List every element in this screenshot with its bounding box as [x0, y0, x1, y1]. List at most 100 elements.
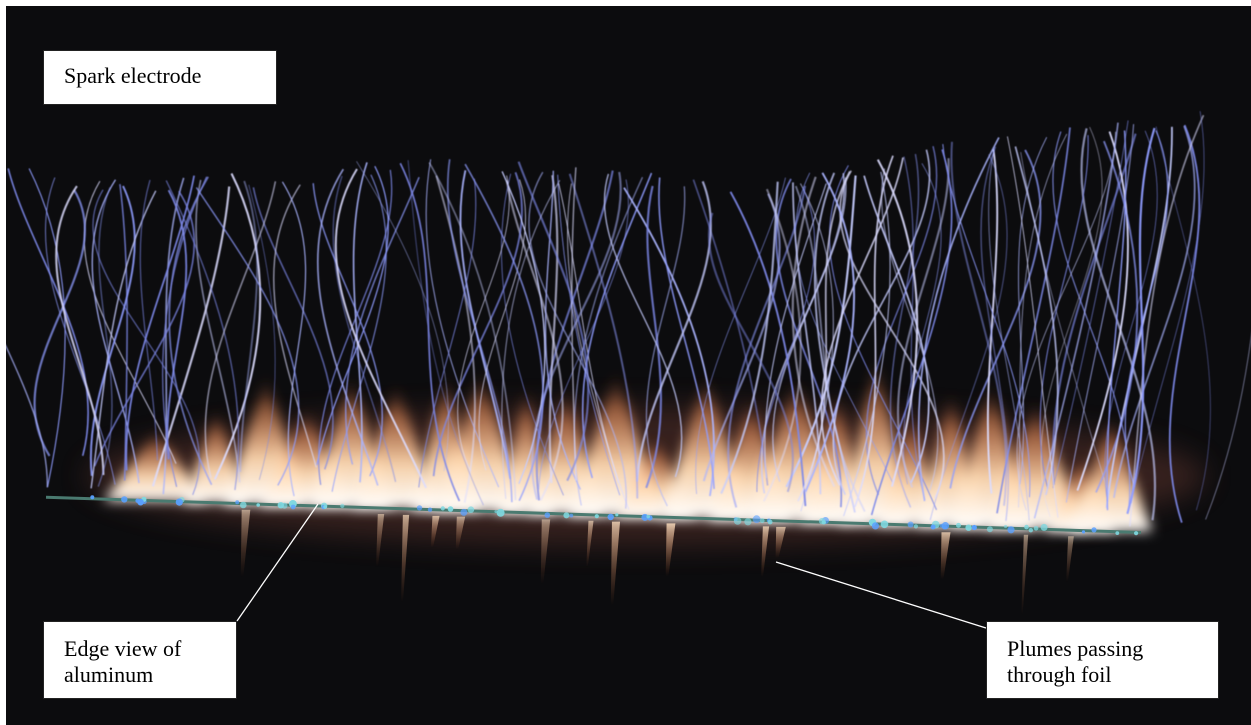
spark-streak [195, 179, 241, 483]
plume-below-foil [1021, 534, 1029, 616]
foil-spot [752, 515, 761, 524]
spark-streak [435, 175, 476, 503]
plume-below-foil [430, 515, 440, 548]
plume-below-foil [240, 509, 251, 578]
spark-streak [889, 153, 920, 508]
spark-streak [90, 190, 157, 489]
foil-spot [175, 498, 183, 506]
spark-streak [980, 146, 1010, 522]
foil-spot [986, 526, 993, 533]
spark-streak [44, 177, 116, 485]
spark-streak [720, 181, 779, 494]
foil-spot [290, 504, 296, 510]
spark-streak [91, 179, 140, 484]
spark-streak [603, 173, 683, 478]
plumes-text-line2: through foil [1007, 662, 1112, 687]
spark-streak [785, 175, 857, 488]
plume-below-foil [401, 514, 410, 603]
spark-streak [501, 179, 561, 499]
spark-streak [1065, 124, 1135, 503]
foil-spot [563, 512, 570, 519]
foil-spot [880, 520, 889, 529]
spark-streak [1130, 111, 1205, 504]
spark-streak [645, 185, 662, 489]
spark-streak [528, 171, 627, 509]
spark-streak [92, 189, 201, 496]
spark-streak [478, 179, 526, 471]
spark-streak [1052, 120, 1129, 489]
foil-spot [1007, 526, 1015, 534]
spark-streak [1006, 136, 1059, 518]
foil-spot [913, 524, 919, 529]
spark-streak [457, 175, 510, 472]
spark-streak [55, 185, 105, 476]
spark-streak [195, 187, 300, 486]
foil-spot [440, 506, 445, 511]
spark-streak [820, 157, 904, 486]
foil-spot [1115, 531, 1120, 535]
foil-spot [569, 513, 574, 518]
spark-streak [804, 172, 856, 493]
spark-streak [1095, 140, 1139, 493]
foil-spot [907, 521, 914, 528]
spark-streak [162, 176, 208, 488]
spark-streak [832, 149, 931, 496]
spark-streak [794, 185, 866, 513]
foil-spot [594, 514, 599, 519]
foil-spot [467, 506, 475, 513]
spark-streak [1155, 126, 1211, 511]
spark-streak [548, 175, 559, 484]
foil-spot [1081, 530, 1086, 534]
spark-streak [929, 154, 1008, 521]
plume-below-foil [665, 523, 676, 577]
foil-spot [235, 500, 240, 505]
foil-spot [1028, 528, 1033, 533]
spark-streak [332, 175, 397, 483]
spark-streak [344, 176, 420, 465]
spark-streak [7, 168, 89, 457]
spark-streak [318, 169, 393, 486]
spark-streak [252, 187, 334, 470]
foil-spot [340, 503, 345, 508]
foil-spot [871, 522, 880, 530]
spark-streak [399, 162, 461, 502]
spark-streak [1014, 146, 1059, 496]
spark-streak [854, 155, 894, 508]
spark-streak [896, 158, 950, 488]
flame-plume [351, 383, 441, 509]
spark-streak [558, 183, 630, 510]
spark-streak [213, 173, 262, 480]
foil-spot [971, 524, 977, 531]
spark-streak [843, 171, 891, 517]
spark-streak [89, 185, 136, 477]
foil-spot [544, 512, 551, 518]
spark-streak [356, 161, 449, 471]
spark-streak [166, 189, 188, 460]
spark-streak [1020, 152, 1110, 495]
spark-streak [876, 159, 919, 487]
foil-spot [496, 508, 505, 517]
foil-spot [1004, 524, 1008, 529]
spark-streak [645, 186, 686, 507]
spark-streak [707, 212, 795, 493]
spark-streak [1033, 122, 1119, 519]
foil-spot [615, 513, 619, 517]
spark-streak [795, 172, 894, 484]
spark-streak [517, 161, 590, 482]
plume-below-foil [940, 532, 951, 580]
spark-streak [162, 177, 185, 495]
foil-spot [323, 505, 328, 509]
spark-streak [792, 182, 822, 495]
spark-discharge-photo [6, 111, 1251, 616]
foil-spot [767, 519, 773, 525]
spark-streak [1205, 334, 1251, 520]
foil-spot [607, 513, 614, 521]
spark-streak [988, 147, 1030, 521]
spark-streak [1124, 130, 1169, 488]
flame-plume [985, 400, 1087, 530]
foil-spot [1134, 531, 1139, 536]
foil-spot [744, 518, 752, 526]
foil-spot [965, 524, 972, 531]
plume-below-foil [610, 521, 621, 606]
spark-streak [865, 146, 938, 496]
